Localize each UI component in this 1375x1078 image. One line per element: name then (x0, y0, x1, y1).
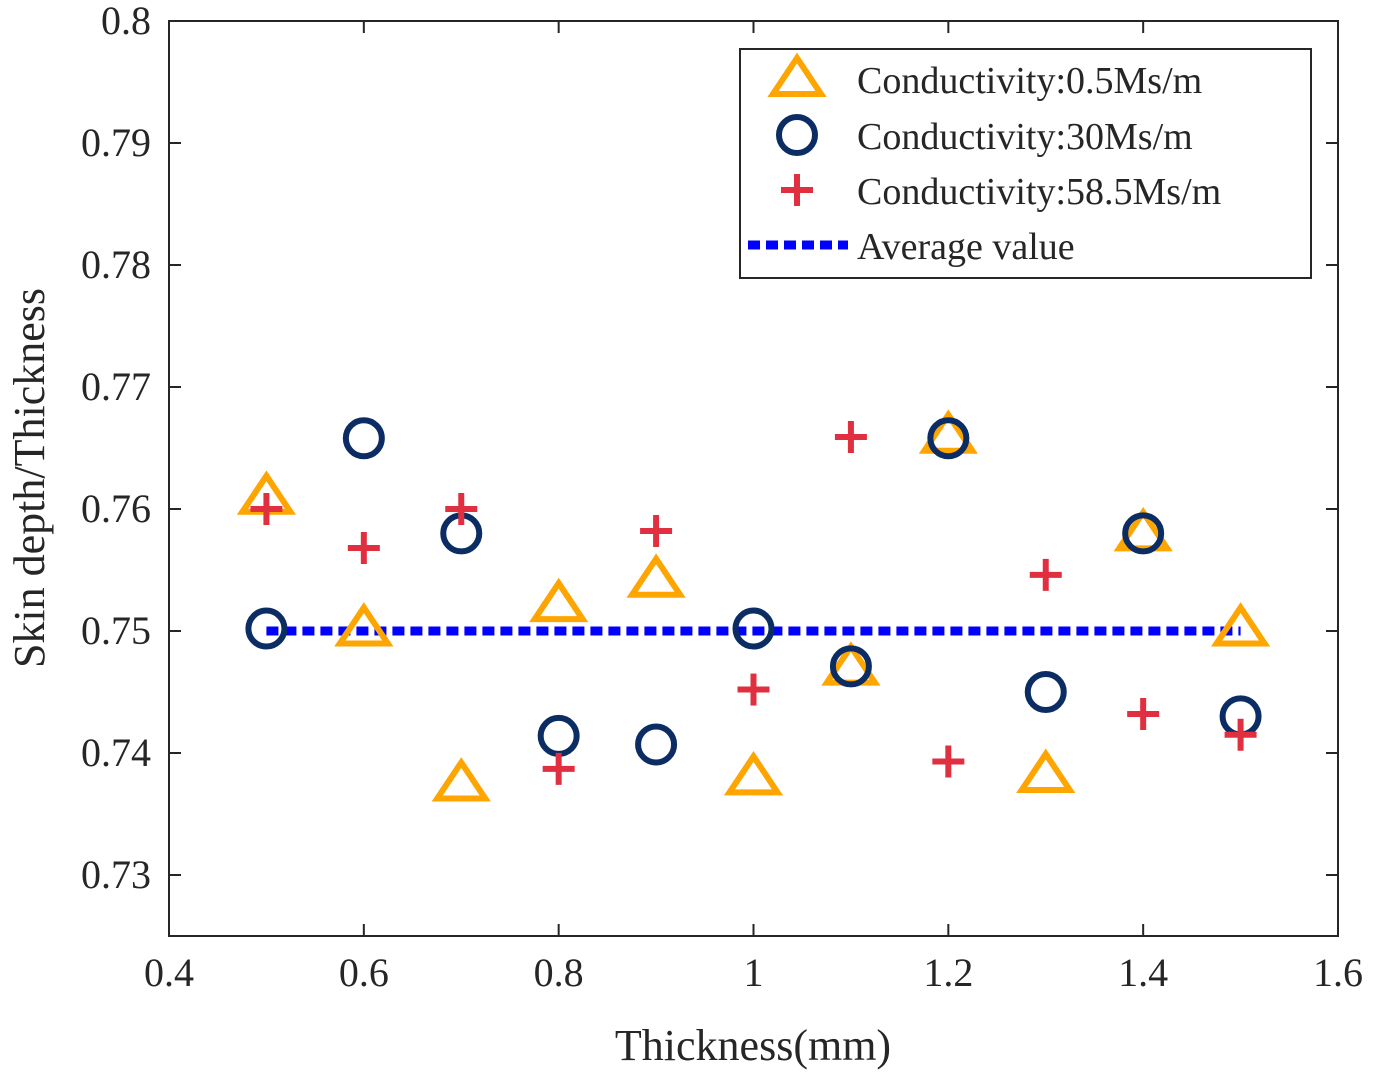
legend: Conductivity:0.5Ms/m Conductivity:30Ms/m C… (739, 48, 1312, 279)
circle-point (245, 607, 288, 650)
y-tick-label: 0.75 (81, 608, 151, 653)
x-tick-label: 0.4 (144, 950, 194, 995)
plus-point (737, 673, 770, 706)
data-series (236, 409, 1271, 802)
triangle-point (334, 602, 394, 647)
y-tick-label: 0.76 (81, 486, 151, 531)
legend-plus-swatch (781, 174, 813, 206)
plus-point (542, 752, 575, 785)
plus-point (1127, 697, 1160, 730)
circle-point (342, 417, 385, 460)
plus-point (932, 745, 965, 778)
plus-point (445, 493, 478, 525)
legend-triangle-swatch (767, 52, 827, 97)
triangle-point (1210, 602, 1271, 647)
y-axis-label: Skin depth/Thickness (5, 288, 54, 668)
y-tick-label: 0.8 (101, 0, 151, 43)
triangle-point (529, 577, 589, 623)
x-tick-label: 0.6 (339, 950, 389, 995)
x-tick-label: 1 (744, 950, 764, 995)
plus-point (1029, 558, 1062, 591)
y-tick-label: 0.77 (81, 364, 151, 409)
axis-ticks (168, 20, 1339, 936)
circle-point (732, 607, 775, 650)
triangle-point (1016, 748, 1076, 793)
legend-label: Conductivity:58.5Ms/m (857, 171, 1221, 213)
y-tick-label: 0.73 (81, 852, 151, 897)
legend-box (739, 48, 1312, 279)
plus-point (834, 421, 867, 454)
circle-point (635, 723, 678, 766)
plus-point (250, 493, 283, 525)
circle-point (1122, 512, 1165, 555)
series-plus (250, 421, 1257, 785)
circle-point (927, 417, 970, 460)
y-tick-label: 0.74 (81, 730, 151, 775)
triangle-point (918, 409, 978, 454)
plus-point (1224, 718, 1257, 751)
x-tick-label: 0.8 (534, 950, 584, 995)
circle-point (829, 645, 872, 688)
y-tick-label: 0.78 (81, 242, 151, 287)
legend-circle-swatch (776, 114, 818, 156)
series-triangle (236, 409, 1271, 802)
legend-label: Conductivity:30Ms/m (857, 116, 1193, 158)
circle-point (1024, 671, 1067, 713)
plus-point (640, 514, 673, 547)
legend-label: Conductivity:0.5Ms/m (857, 60, 1202, 102)
y-tick-label: 0.79 (81, 120, 151, 165)
triangle-point (626, 553, 686, 598)
x-tick-label: 1.4 (1118, 950, 1168, 995)
x-axis-label: Thickness(mm) (615, 1021, 891, 1070)
axis-tick-labels: 0.4 0.6 0.8 1 1.2 1.4 1.6 0.73 0.74 0.75 0.76 0.77 0… (81, 0, 1363, 995)
x-tick-label: 1.6 (1313, 950, 1363, 995)
triangle-point (723, 750, 784, 796)
plus-point (347, 532, 380, 565)
legend-label: Average value (857, 226, 1075, 268)
triangle-point (431, 757, 491, 802)
x-tick-label: 1.2 (923, 950, 973, 995)
